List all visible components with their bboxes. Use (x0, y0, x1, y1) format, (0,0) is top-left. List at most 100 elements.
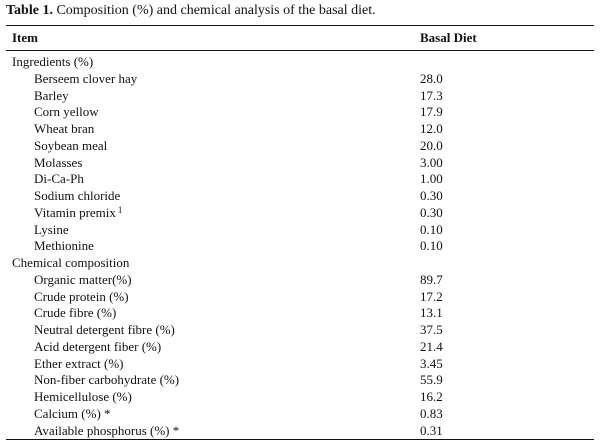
row-value: 0.10 (420, 238, 443, 254)
row-label-text: Di-Ca-Ph (34, 171, 84, 187)
row-label-text: Organic matter(%) (34, 271, 132, 287)
row-label-text: Soybean meal (34, 137, 108, 153)
row-value: 89.7 (420, 271, 443, 287)
row-label-text: Calcium (%) * (34, 405, 111, 421)
row-value: 17.2 (420, 288, 443, 304)
row-label: Non-fiber carbohydrate (%) (34, 372, 179, 389)
row-label-text: Methionine (34, 238, 94, 254)
row-label: Available phosphorus (%) * (34, 423, 179, 440)
table-caption-text: Composition (%) and chemical analysis of… (56, 3, 376, 18)
row-value: 21.4 (420, 338, 443, 354)
table-section-row: Chemical composition (0, 255, 600, 272)
table-row: Molasses 3.00 (0, 155, 600, 172)
row-label-text: Berseem clover hay (34, 70, 138, 86)
table-row: Sodium chloride 0.30 (0, 188, 600, 205)
row-label-text: Wheat bran (34, 121, 95, 136)
row-label: Neutral detergent fibre (%) (34, 322, 175, 339)
row-value: 3.45 (420, 355, 443, 371)
row-label-text: Ingredients (%) (12, 54, 94, 69)
row-label-text: Sodium chloride (34, 188, 121, 203)
row-value: 0.10 (420, 221, 443, 237)
row-label-text: Ether extract (%) (34, 355, 124, 371)
row-label: Organic matter(%) (34, 272, 132, 289)
row-label: Sodium chloride (34, 188, 120, 205)
row-value: 1.00 (420, 171, 443, 187)
row-label: Di-Ca-Ph (34, 171, 84, 188)
column-header-basal-diet: Basal Diet (420, 30, 477, 45)
row-label: Lysine (34, 222, 69, 239)
row-value: 17.9 (420, 104, 443, 120)
row-value: 20.0 (420, 137, 443, 153)
row-value: 0.30 (420, 204, 443, 220)
row-label-text: Neutral detergent fibre (%) (34, 322, 175, 337)
table-row: Berseem clover hay 28.0 (0, 71, 600, 88)
row-label-text: Vitamin premix (34, 204, 116, 220)
table-row: Lysine 0.10 (0, 222, 600, 239)
row-value: 17.3 (420, 87, 443, 103)
table-bottom-rule (6, 439, 594, 440)
row-label-text: Barley (34, 87, 69, 103)
row-label-text: Chemical composition (12, 255, 130, 270)
table-row: Soybean meal 20.0 (0, 138, 600, 155)
row-value: 0.31 (420, 422, 443, 438)
row-label: Hemicellulose (%) (34, 389, 132, 406)
row-label-text: Corn yellow (34, 104, 99, 120)
row-label: Barley (34, 88, 69, 105)
row-label: Soybean meal (34, 138, 107, 155)
row-label: Wheat bran (34, 121, 94, 138)
table-top-rule (6, 25, 594, 26)
table-header-rule (6, 50, 594, 51)
row-label-text: Lysine (34, 221, 69, 237)
row-label: Molasses (34, 155, 82, 172)
table-row: Hemicellulose (%) 16.2 (0, 389, 600, 406)
table-caption-label: Table 1. (6, 3, 53, 18)
row-value: 37.5 (420, 322, 443, 337)
table-row: Organic matter(%) 89.7 (0, 272, 600, 289)
row-value: 28.0 (420, 70, 443, 86)
row-label: Berseem clover hay (34, 71, 137, 88)
row-label: Vitamin premix 1 (34, 205, 122, 222)
table-body: Ingredients (%) Berseem clover hay 28.0 Bar… (0, 54, 600, 439)
row-label: Methionine (34, 238, 94, 255)
row-value: 12.0 (420, 121, 443, 136)
row-label: Crude protein (%) (34, 289, 129, 306)
row-label: Calcium (%) * (34, 406, 111, 423)
table-section-row: Ingredients (%) (0, 54, 600, 71)
row-label-text: Available phosphorus (%) * (34, 422, 180, 438)
table-row: Acid detergent fiber (%) 21.4 (0, 339, 600, 356)
table-row: Barley 17.3 (0, 88, 600, 105)
row-label-text: Crude fibre (%) (34, 305, 117, 321)
table-row: Non-fiber carbohydrate (%) 55.9 (0, 372, 600, 389)
table-row: Wheat bran 12.0 (0, 121, 600, 138)
row-value: 16.2 (420, 389, 443, 404)
row-label-text: Non-fiber carbohydrate (%) (34, 372, 180, 388)
table-row: Neutral detergent fibre (%) 37.5 (0, 322, 600, 339)
table-row: Calcium (%) * 0.83 (0, 406, 600, 423)
table-row: Methionine 0.10 (0, 238, 600, 255)
row-label: Corn yellow (34, 104, 99, 121)
row-label: Crude fibre (%) (34, 305, 116, 322)
table-row: Vitamin premix 1 0.30 (0, 205, 600, 222)
row-value: 0.83 (420, 405, 443, 421)
footnote-marker: 1 (117, 204, 123, 215)
row-value: 55.9 (420, 372, 443, 388)
table-caption: Table 1. Composition (%) and chemical an… (6, 2, 376, 19)
row-value: 0.30 (420, 188, 443, 203)
row-label-text: Molasses (34, 154, 83, 170)
table-row: Ether extract (%) 3.45 (0, 356, 600, 373)
table-row: Crude protein (%) 17.2 (0, 289, 600, 306)
column-header-item: Item (12, 30, 38, 45)
row-label: Ether extract (%) (34, 356, 124, 373)
row-value: 13.1 (420, 305, 443, 321)
row-label-text: Crude protein (%) (34, 288, 129, 304)
table-row: Available phosphorus (%) * 0.31 (0, 423, 600, 440)
section-label: Ingredients (%) (12, 54, 93, 71)
table-row: Crude fibre (%) 13.1 (0, 305, 600, 322)
row-value: 3.00 (420, 154, 443, 170)
row-label: Acid detergent fiber (%) (34, 339, 161, 356)
table-row: Di-Ca-Ph 1.00 (0, 171, 600, 188)
row-label-text: Acid detergent fiber (%) (34, 338, 162, 354)
row-label-text: Hemicellulose (%) (34, 389, 132, 404)
table-row: Corn yellow 17.9 (0, 104, 600, 121)
section-label: Chemical composition (12, 255, 129, 272)
